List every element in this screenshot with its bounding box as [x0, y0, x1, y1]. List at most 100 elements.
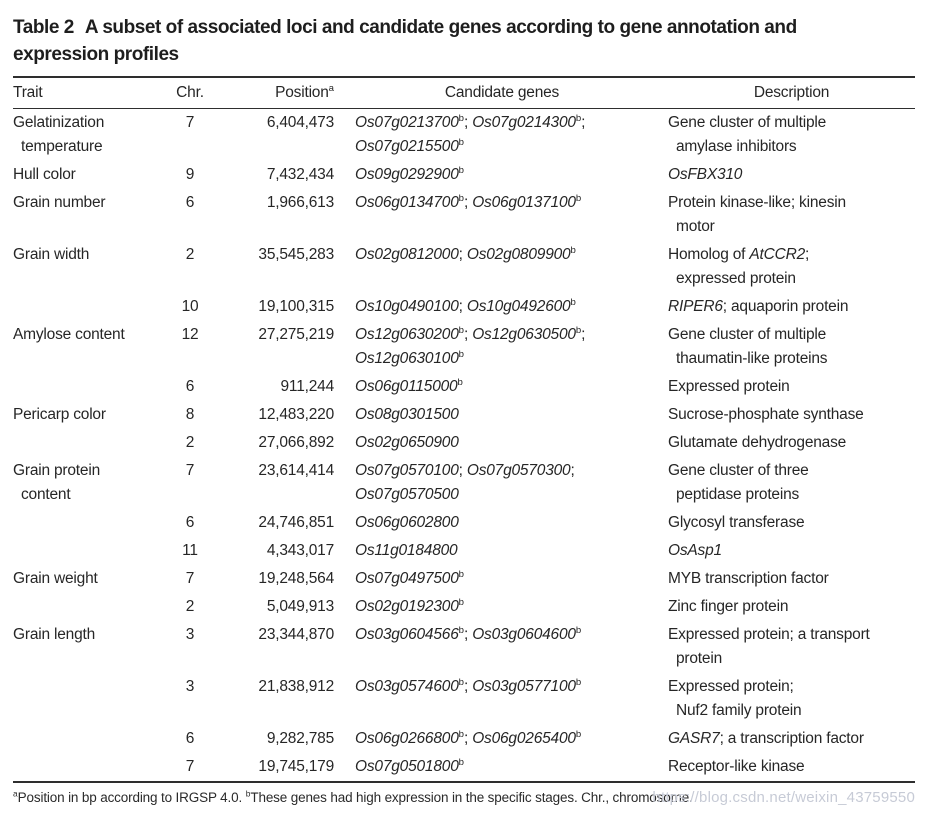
- chr-cell: 3: [185, 678, 195, 695]
- trait-cell: [13, 429, 170, 457]
- trait-cell: Hull color: [13, 166, 76, 183]
- description-cell: Glycosyl transferase: [668, 514, 805, 531]
- genes-cell: Os07g0213700b; Os07g0214300b; Os07g021550…: [355, 112, 586, 155]
- table-footer: aPosition in bp according to IRGSP 4.0. …: [13, 789, 915, 807]
- position-cell: 12,483,220: [258, 406, 334, 423]
- header-row: Trait Chr. Positiona Candidate genes Des…: [13, 77, 915, 109]
- position-cell: 5,049,913: [266, 598, 334, 615]
- table-row: 7 19,745,179 Os07g0501800b Receptor-like ki…: [13, 753, 915, 782]
- chr-cell: 10: [181, 298, 199, 315]
- trait-cell: [13, 673, 170, 725]
- description-cell: Receptor-like kinase: [668, 758, 805, 775]
- genes-cell: Os12g0630200b; Os12g0630500b; Os12g063010…: [355, 324, 586, 367]
- genes-cell: Os10g0490100; Os10g0492600b: [355, 296, 576, 315]
- table-row: Grain protein content 7 23,614,414 Os07g0570…: [13, 457, 915, 509]
- table-row: Hull color 9 7,432,434 Os09g0292900b OsFBX31…: [13, 161, 915, 189]
- trait-cell: [13, 509, 170, 537]
- table-row: Amylose content 12 27,275,219 Os12g0630200b…: [13, 321, 915, 373]
- trait-cell: [13, 293, 170, 321]
- trait-cell: Grain number: [13, 194, 106, 211]
- description-cell: RIPER6; aquaporin protein: [668, 298, 849, 315]
- chr-cell: 12: [181, 326, 199, 343]
- table-row: 11 4,343,017 Os11g0184800 OsAsp1: [13, 537, 915, 565]
- position-cell: 19,248,564: [258, 570, 334, 587]
- description-cell: Homolog of AtCCR2; expressed protein: [668, 246, 810, 287]
- genes-cell: Os07g0497500b: [355, 568, 464, 587]
- column-header-description: Description: [753, 84, 830, 101]
- genes-cell: Os06g0602800: [355, 514, 459, 531]
- chr-cell: 7: [185, 114, 195, 131]
- description-cell: Glutamate dehydrogenase: [668, 434, 847, 451]
- description-cell: Zinc finger protein: [668, 598, 789, 615]
- trait-cell: Grain width: [13, 246, 90, 263]
- position-cell: 19,745,179: [258, 758, 334, 775]
- chr-cell: 6: [185, 378, 195, 395]
- trait-cell: [13, 537, 170, 565]
- description-cell: Protein kinase-like; kinesin motor: [668, 194, 846, 235]
- chr-cell: 2: [185, 598, 195, 615]
- position-cell: 9,282,785: [266, 730, 334, 747]
- trait-cell: [13, 593, 170, 621]
- chr-cell: 7: [185, 570, 195, 587]
- column-header-trait: Trait: [13, 84, 43, 101]
- chr-cell: 8: [185, 406, 195, 423]
- description-cell: GASR7; a transcription factor: [668, 730, 864, 747]
- position-cell: 6,404,473: [266, 114, 334, 131]
- trait-cell: Grain protein content: [13, 462, 101, 503]
- genes-cell: Os03g0574600b; Os03g0577100b: [355, 676, 582, 695]
- table-row: 6 9,282,785 Os06g0266800b; Os06g0265400b GA…: [13, 725, 915, 753]
- genes-cell: Os06g0134700b; Os06g0137100b: [355, 192, 582, 211]
- trait-cell: Amylose content: [13, 326, 125, 343]
- position-cell: 23,614,414: [258, 462, 334, 479]
- table-row: 2 27,066,892 Os02g0650900 Glutamate dehydro…: [13, 429, 915, 457]
- table-row: Grain width 2 35,545,283 Os02g0812000; Os02…: [13, 241, 915, 293]
- position-cell: 27,275,219: [258, 326, 334, 343]
- genes-cell: Os02g0192300b: [355, 596, 464, 615]
- genes-cell: Os02g0650900: [355, 434, 459, 451]
- position-cell: 35,545,283: [258, 246, 334, 263]
- column-header-chromosome: Chr.: [176, 84, 204, 101]
- column-header-position: Positiona: [275, 82, 334, 101]
- position-cell: 4,343,017: [266, 542, 334, 559]
- table-row: Grain weight 7 19,248,564 Os07g0497500b MYB …: [13, 565, 915, 593]
- position-cell: 911,244: [280, 378, 335, 395]
- table-row: Gelatinization temperature 7 6,404,473 Os07g…: [13, 109, 915, 162]
- genes-cell: Os09g0292900b: [355, 164, 464, 183]
- trait-cell: [13, 725, 170, 753]
- trait-cell: [13, 753, 170, 782]
- position-cell: 19,100,315: [258, 298, 334, 315]
- genes-cell: Os07g0570100; Os07g0570300; Os07g0570500: [355, 462, 575, 503]
- chr-cell: 9: [185, 166, 195, 183]
- trait-cell: Grain length: [13, 626, 96, 643]
- table-row: 2 5,049,913 Os02g0192300b Zinc finger prote…: [13, 593, 915, 621]
- chr-cell: 11: [182, 542, 198, 559]
- table-title-text: A subset of associated loci and candidat…: [13, 17, 797, 65]
- description-cell: Expressed protein; Nuf2 family protein: [668, 678, 802, 719]
- genes-cell: Os08g0301500: [355, 406, 459, 423]
- table-row: Grain length 3 23,344,870 Os03g0604566b; Os…: [13, 621, 915, 673]
- table-row: 3 21,838,912 Os03g0574600b; Os03g0577100b E…: [13, 673, 915, 725]
- description-cell: OsFBX310: [668, 166, 743, 183]
- candidate-genes-table: Trait Chr. Positiona Candidate genes Des…: [13, 76, 915, 783]
- position-cell: 23,344,870: [258, 626, 334, 643]
- description-cell: Gene cluster of multiple thaumatin-like p…: [668, 326, 828, 367]
- table-body: Gelatinization temperature 7 6,404,473 Os07g…: [13, 109, 915, 783]
- position-cell: 7,432,434: [266, 166, 334, 183]
- chr-cell: 3: [185, 626, 195, 643]
- position-cell: 24,746,851: [258, 514, 334, 531]
- table-row: Pericarp color 8 12,483,220 Os08g0301500 Suc…: [13, 401, 915, 429]
- chr-cell: 7: [185, 758, 195, 775]
- trait-cell: Pericarp color: [13, 406, 106, 423]
- description-cell: Gene cluster of three peptidase proteins: [668, 462, 809, 503]
- trait-cell: Gelatinization temperature: [13, 114, 105, 155]
- description-cell: Expressed protein: [668, 378, 790, 395]
- table-row: 6 24,746,851 Os06g0602800 Glycosyl transfer…: [13, 509, 915, 537]
- column-header-genes: Candidate genes: [444, 84, 560, 101]
- position-cell: 21,838,912: [258, 678, 334, 695]
- description-cell: Gene cluster of multiple amylase inhibito…: [668, 114, 827, 155]
- genes-cell: Os06g0266800b; Os06g0265400b: [355, 728, 582, 747]
- description-cell: MYB transcription factor: [668, 570, 829, 587]
- genes-cell: Os07g0501800b: [355, 756, 464, 775]
